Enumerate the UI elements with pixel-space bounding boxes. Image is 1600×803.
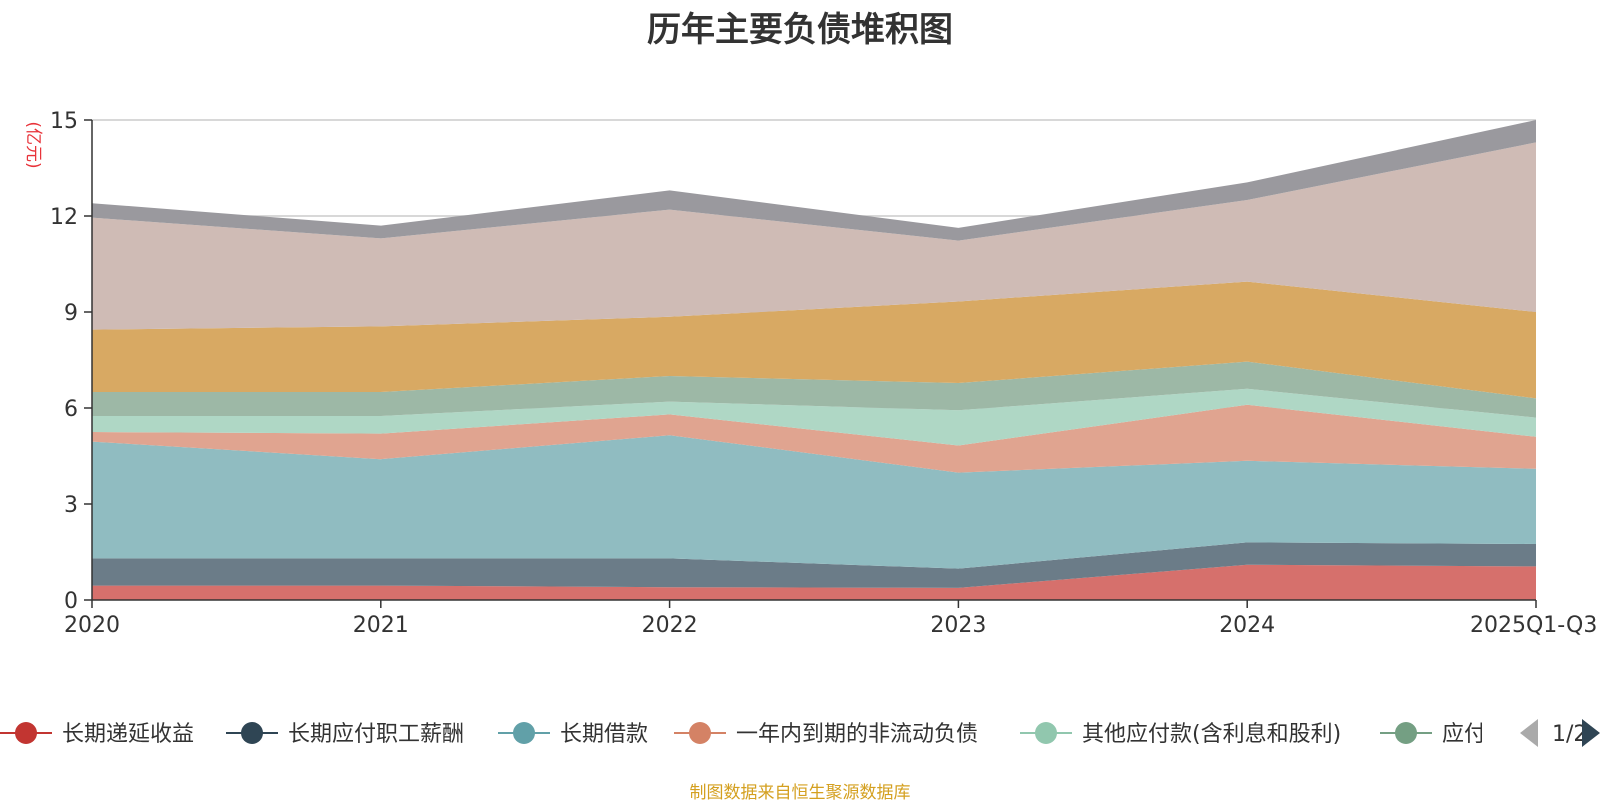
x-tick-label: 2021 <box>353 613 409 638</box>
legend-marker <box>689 722 711 744</box>
legend-marker <box>15 722 37 744</box>
legend-marker <box>1035 722 1057 744</box>
y-tick-label: 6 <box>64 397 78 422</box>
legend-item[interactable]: 一年内到期的非流动负债 <box>674 722 978 747</box>
y-tick-label: 9 <box>64 301 78 326</box>
area-5 <box>92 361 1536 418</box>
data-source-note: 制图数据来自恒生聚源数据库 <box>689 783 911 803</box>
legend-label: 长期递延收益 <box>62 722 194 747</box>
legend-clip <box>1482 712 1600 756</box>
legend-label: 长期借款 <box>560 722 648 747</box>
area-8 <box>92 120 1536 241</box>
area-2 <box>92 435 1536 569</box>
chart-title: 历年主要负债堆积图 <box>647 10 953 50</box>
legend-marker <box>241 722 263 744</box>
area-3 <box>92 404 1536 473</box>
area-6 <box>92 281 1536 399</box>
y-tick-label: 3 <box>64 493 78 518</box>
legend-page-indicator: 1/2 <box>1552 722 1587 747</box>
area-1 <box>92 542 1536 588</box>
x-tick-label: 2025Q1-Q3 <box>1470 613 1597 638</box>
legend-label: 一年内到期的非流动负债 <box>736 722 978 747</box>
legend-label: 长期应付职工薪酬 <box>288 722 464 747</box>
x-tick-label: 2024 <box>1219 613 1275 638</box>
y-tick-label: 15 <box>50 109 78 134</box>
axes: 0 3 6 9 12 15 2020 2021 2022 2023 2024 2025Q1-Q3 <box>50 109 1597 638</box>
x-tick-label: 2023 <box>930 613 986 638</box>
area-series <box>92 120 1536 600</box>
y-axis-label: (亿元) <box>23 121 43 168</box>
x-tick-label: 2020 <box>64 613 120 638</box>
legend: 长期递延收益 长期应付职工薪酬 长期借款 一年内到期的非流动负债 其他应付款(含利息和股… <box>0 712 1600 756</box>
area-4 <box>92 388 1536 446</box>
area-0 <box>92 564 1536 600</box>
prev-page-icon[interactable] <box>1520 719 1538 747</box>
legend-marker <box>1395 722 1417 744</box>
legend-item[interactable]: 长期应付职工薪酬 <box>226 722 464 747</box>
legend-item[interactable]: 其他应付款(含利息和股利) <box>1020 722 1341 747</box>
next-page-icon[interactable] <box>1582 719 1600 747</box>
legend-item[interactable]: 应付 <box>1380 722 1486 747</box>
y-tick-label: 12 <box>50 205 78 230</box>
legend-label: 其他应付款(含利息和股利) <box>1082 722 1341 747</box>
legend-item[interactable]: 长期借款 <box>498 722 648 747</box>
area-7 <box>92 142 1536 330</box>
legend-marker <box>513 722 535 744</box>
legend-item[interactable]: 长期递延收益 <box>0 722 194 747</box>
x-tick-label: 2022 <box>642 613 698 638</box>
y-tick-label: 0 <box>64 589 78 614</box>
legend-label: 应付 <box>1442 722 1486 747</box>
